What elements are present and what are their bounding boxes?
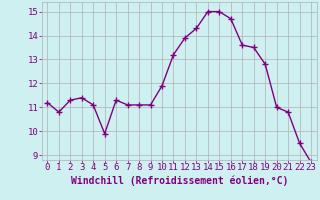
X-axis label: Windchill (Refroidissement éolien,°C): Windchill (Refroidissement éolien,°C) [70,175,288,186]
